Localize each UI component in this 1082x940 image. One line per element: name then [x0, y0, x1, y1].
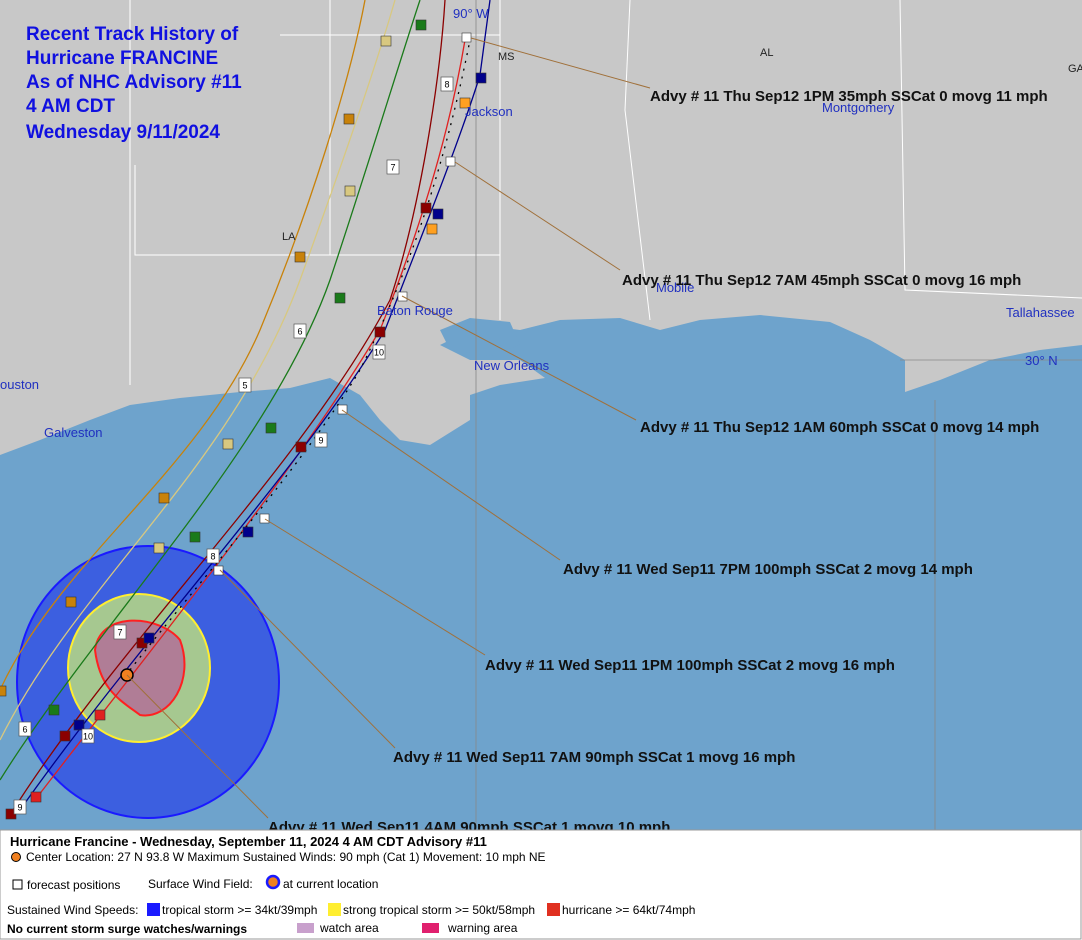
advisory: Advy # 11 Wed Sep11 1PM 100mph SSCat 2 m… — [485, 657, 895, 674]
track-label: 8 — [210, 551, 215, 561]
legend — [0, 829, 1082, 940]
track-label-box — [18, 721, 32, 737]
legend-text: hurricane >= 64kt/74mph — [562, 903, 695, 917]
track-label: 6 — [297, 326, 302, 336]
track-label: 9 — [17, 802, 22, 812]
city: Tallahassee — [1006, 305, 1075, 320]
track-label-box — [206, 548, 220, 564]
state: LA — [282, 231, 296, 243]
advisory: Advy # 11 Thu Sep12 7AM 45mph SSCat 0 mo… — [622, 272, 1021, 289]
track-label-box — [113, 624, 127, 640]
track-label-box — [440, 76, 454, 92]
state: AL — [760, 47, 773, 59]
legend-text: at current location — [283, 877, 378, 891]
leader-lines — [126, 37, 651, 819]
title-line: Hurricane FRANCINE — [26, 48, 218, 69]
wind-hu — [93, 619, 186, 717]
legend-text: Sustained Wind Speeds: — [7, 903, 138, 917]
track-label-box — [314, 432, 328, 448]
track-label: 5 — [242, 380, 247, 390]
advisory: Advy # 11 Thu Sep12 1PM 35mph SSCat 0 mo… — [650, 88, 1048, 105]
legend-text: strong tropical storm >= 50kt/58mph — [343, 903, 535, 917]
state: GA — [1068, 63, 1082, 75]
title: Recent Track History of Hurricane FRANCI… — [26, 24, 242, 143]
legend-icon — [12, 879, 23, 890]
track-label: 10 — [83, 731, 93, 741]
graticule — [475, 0, 1082, 830]
advisory: Advy # 11 Thu Sep12 1AM 60mph SSCat 0 mo… — [640, 419, 1039, 436]
city: Galveston — [44, 425, 103, 440]
lat-label: 30° N — [1025, 353, 1058, 368]
legend-swatch — [328, 903, 341, 916]
legend-text: Center Location: 27 N 93.8 W Maximum Sus… — [26, 850, 546, 864]
track-label: 10 — [374, 347, 384, 357]
legend-text: warning area — [447, 921, 518, 935]
city: New Orleans — [474, 358, 550, 373]
legend-text: forecast positions — [27, 878, 120, 892]
legend-swatch — [422, 923, 439, 933]
legend-text: watch area — [319, 921, 379, 935]
advisory: Advy # 11 Wed Sep11 7AM 90mph SSCat 1 mo… — [393, 749, 795, 766]
track-label-box — [372, 344, 386, 360]
track-label: 7 — [390, 162, 395, 172]
title-line: Recent Track History of — [26, 24, 239, 45]
track-labels: 5 6 7 8 9 10 8 7 6 10 9 — [13, 76, 454, 815]
legend-text: tropical storm >= 34kt/39mph — [162, 903, 317, 917]
legend-icon — [11, 852, 21, 862]
track-label-box — [81, 728, 95, 744]
legend-text: Surface Wind Field: — [148, 877, 253, 891]
title-line: 4 AM CDT — [26, 96, 115, 117]
track-label: 8 — [444, 79, 449, 89]
city: Jackson — [465, 104, 513, 119]
track-label: 6 — [22, 724, 27, 734]
legend-heading: Hurricane Francine - Wednesday, Septembe… — [10, 834, 487, 849]
legend-text: No current storm surge watches/warnings — [7, 922, 247, 936]
city: Baton Rouge — [377, 303, 453, 318]
legend-icon — [265, 874, 281, 890]
title-line: Wednesday 9/11/2024 — [26, 122, 220, 143]
city: Mobile — [656, 280, 694, 295]
legend-swatch — [297, 923, 314, 933]
track-label: 9 — [318, 435, 323, 445]
track-label-box — [13, 799, 27, 815]
track-label-box — [386, 159, 400, 175]
title-line: As of NHC Advisory #11 — [26, 72, 242, 93]
legend-swatch — [547, 903, 560, 916]
legend-swatch — [147, 903, 160, 916]
city: ouston — [0, 377, 39, 392]
city: Montgomery — [822, 100, 895, 115]
track-label-box — [293, 323, 307, 339]
track-label: 7 — [117, 627, 122, 637]
lon-label: 90° W — [453, 6, 489, 21]
track-label-box — [238, 377, 252, 393]
advisory: Advy # 11 Wed Sep11 7PM 100mph SSCat 2 m… — [563, 561, 973, 578]
state: MS — [498, 51, 515, 63]
